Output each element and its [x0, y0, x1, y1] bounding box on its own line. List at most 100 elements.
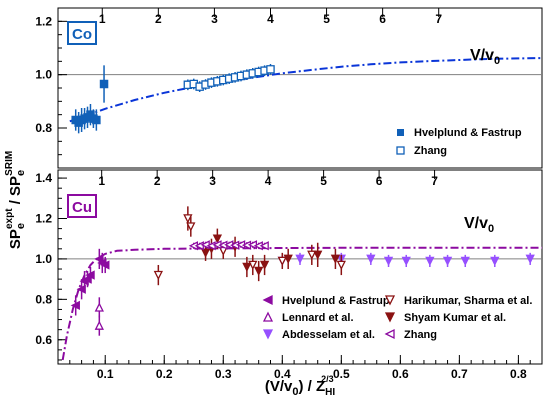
panel-co-legend-item-hvelplund: Hvelplund & Fastrup [397, 127, 522, 139]
series-zhang [188, 240, 269, 251]
x-tick-label: 0.6 [392, 367, 409, 381]
series-hvelplund-fastrup [70, 248, 110, 316]
top-tick-label: 3 [209, 174, 216, 188]
x-tick-label: 0.8 [510, 367, 527, 381]
panel-co-fit-curve [69, 57, 543, 123]
top-tick-label: 7 [431, 174, 438, 188]
panel-cu-frame [57, 169, 543, 365]
x-tick-label: 0.5 [333, 367, 350, 381]
panel-co-label-box [67, 21, 97, 45]
legend-label: Zhang [414, 145, 447, 157]
x-tick-label: 0.4 [274, 367, 291, 381]
data-point [277, 256, 287, 266]
data-point [295, 254, 305, 264]
panel-co-label: Co [72, 26, 92, 43]
data-point [336, 260, 346, 271]
y-tick-label: 0.6 [35, 333, 52, 347]
data-point [254, 266, 264, 277]
panel-cu-legend-item: Shyam Kumar et al. [384, 312, 506, 324]
data-point [186, 222, 196, 232]
data-point [94, 302, 104, 312]
top-tick-label: 5 [323, 12, 330, 26]
y-tick-label: 0.8 [35, 121, 52, 135]
legend-label: Hvelplund & Fastrup [282, 295, 390, 307]
data-point [383, 256, 394, 266]
top-tick-label: 5 [320, 174, 327, 188]
top-tick-label: 1 [99, 12, 106, 26]
data-point [460, 256, 470, 266]
x-tick-label: 0.1 [97, 367, 114, 381]
data-point [442, 256, 453, 266]
panel-co-ticks: 0.8 1.0 1.2 1 2 3 4 5 6 7 [35, 7, 442, 169]
legend-marker [262, 311, 274, 322]
legend-label: Abdesselam et al. [282, 329, 375, 341]
y-tick-label: 1.0 [35, 68, 52, 82]
x-tick-label: 0.7 [451, 367, 468, 381]
legend-label: Hvelplund & Fastrup [414, 127, 522, 139]
data-point [92, 115, 101, 125]
top-tick-label: 2 [155, 12, 162, 26]
data-point [490, 256, 500, 266]
data-point [283, 254, 293, 264]
panel-cu: 0.6 0.8 1.0 1.2 1.4 0.1 0.2 0.3 0.4 0.5 0.6 0.7 0.8 1… [35, 169, 543, 381]
legend-label: Harikumar, Sharma et al. [404, 295, 532, 307]
y-tick-label: 1.2 [35, 14, 52, 28]
panel-co: 0.8 1.0 1.2 1 2 3 4 5 6 7 Co V/v0 Hvelplund & Fas… [35, 7, 543, 169]
panel-co-points [71, 64, 275, 134]
panel-co-legend-item-zhang: Zhang [396, 145, 447, 157]
top-tick-label: 4 [265, 174, 272, 188]
panel-co-top-axis-label: V/v0 [470, 47, 500, 67]
panel-cu-legend-item: Abdesselam et al. [262, 329, 375, 341]
data-point [99, 79, 109, 89]
top-tick-label: 6 [379, 12, 386, 26]
panel-cu-legend-item: Lennard et al. [262, 311, 354, 324]
data-point [100, 260, 110, 270]
x-tick-label: 0.2 [156, 367, 173, 381]
y-axis-label: SPeexpt / SPeSRIM [4, 151, 27, 249]
panel-cu-label: Cu [72, 199, 92, 216]
top-tick-label: 7 [435, 12, 442, 26]
data-point [266, 65, 275, 74]
legend-label: Lennard et al. [282, 312, 354, 324]
legend-label: Zhang [404, 329, 437, 341]
panel-cu-legend-item: Hvelplund & Fastrup [262, 294, 390, 307]
data-point [183, 214, 193, 224]
panel-cu-legend-item: Harikumar, Sharma et al. [384, 295, 532, 307]
data-point [94, 320, 104, 330]
y-tick-label: 0.8 [35, 292, 52, 306]
data-point [85, 270, 95, 280]
data-point [212, 234, 223, 244]
legend-marker-square-filled [397, 129, 404, 136]
series-hvelplund-fastrup [71, 65, 109, 134]
y-tick-label: 1.4 [35, 171, 52, 185]
legend-marker [262, 294, 273, 306]
x-axis-label: (V/v0) / ZHI2/3 [265, 374, 336, 398]
y-tick-label: 1.0 [35, 252, 52, 266]
panel-cu-points [70, 206, 535, 336]
top-tick-label: 6 [376, 174, 383, 188]
panel-cu-legend-item: Zhang [384, 328, 437, 341]
series-abdesselam-et-al- [277, 252, 535, 267]
panel-co-frame [57, 7, 543, 169]
top-tick-label: 4 [267, 12, 274, 26]
data-point [259, 260, 270, 271]
data-point [307, 250, 317, 260]
data-point [425, 256, 435, 266]
top-tick-label: 2 [154, 174, 161, 188]
panel-cu-top-axis-label: V/v0 [464, 215, 494, 235]
legend-marker [384, 328, 395, 340]
legend-label: Shyam Kumar et al. [404, 312, 506, 324]
legend-marker [384, 312, 396, 323]
top-tick-label: 3 [211, 12, 218, 26]
panel-cu-label-box [67, 194, 97, 218]
legend-marker [262, 329, 274, 340]
panel-cu-ticks: 0.6 0.8 1.0 1.2 1.4 0.1 0.2 0.3 0.4 0.5 0.6 0.7 0.8 1… [35, 170, 543, 381]
legend-marker-square-open [396, 146, 405, 155]
legend-marker [384, 295, 396, 306]
top-tick-label: 1 [98, 174, 105, 188]
data-point [401, 256, 411, 266]
data-point [153, 270, 163, 281]
y-tick-label: 1.2 [35, 212, 52, 226]
data-point [259, 241, 269, 251]
